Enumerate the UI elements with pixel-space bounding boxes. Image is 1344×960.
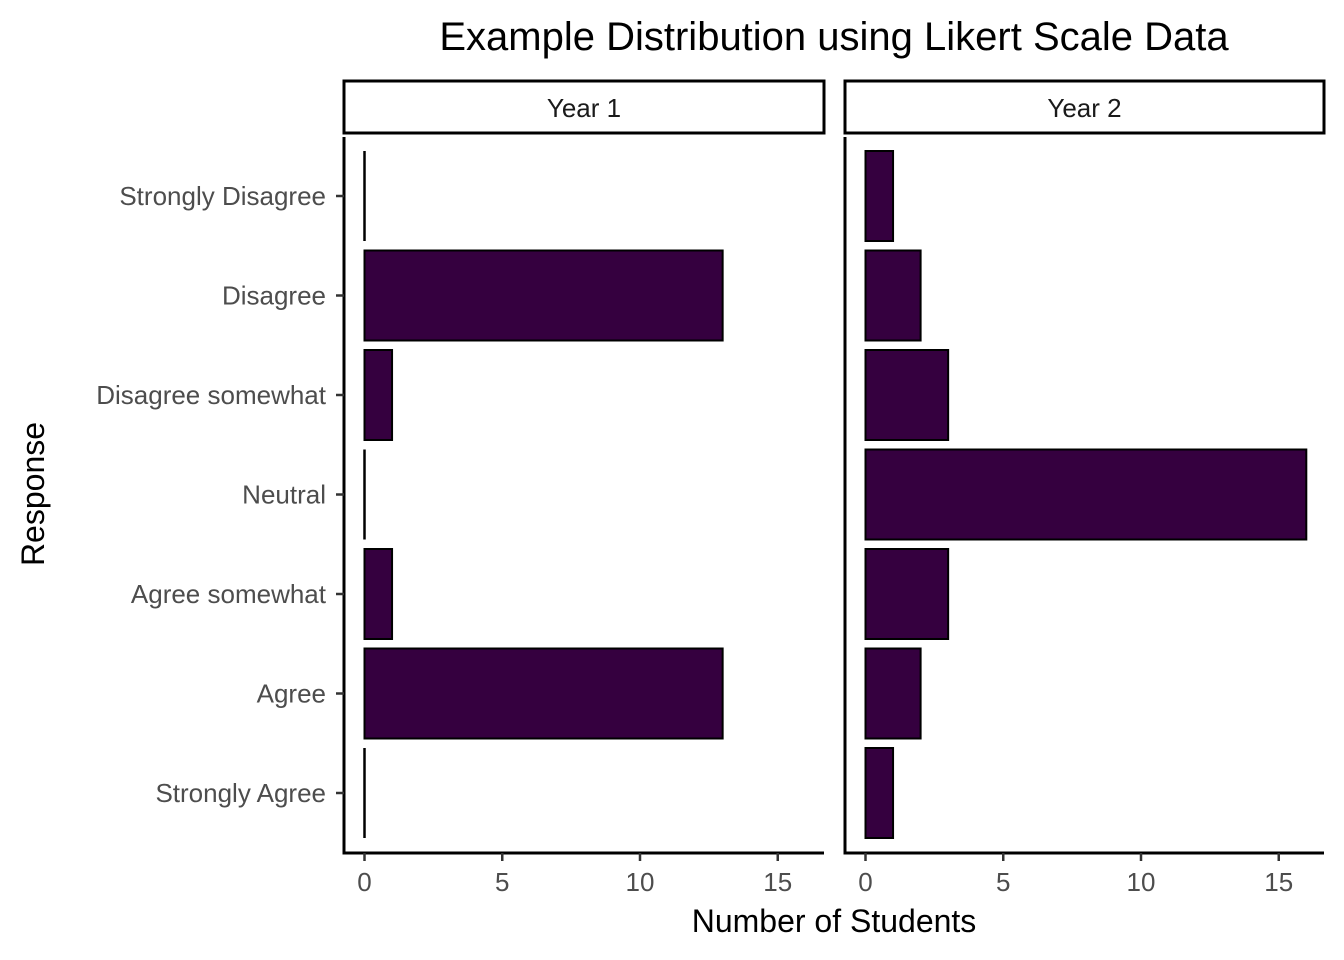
y-tick-label: Strongly Agree [155,778,326,808]
x-tick-label: 0 [357,867,371,897]
y-axis-labels: Strongly Disagree Disagree Disagree somewh… [96,181,327,808]
bar [363,249,724,342]
x-tick-label: 5 [996,867,1010,897]
bar [864,150,895,242]
x-tick-label: 10 [1127,867,1156,897]
facet-year-2: Year 2 0 5 10 15 [843,79,1326,897]
chart-title: Example Distribution using Likert Scale … [439,15,1229,59]
bar [864,747,895,839]
facet-strip-label: Year 2 [1047,93,1121,123]
x-axis-title: Number of Students [692,903,977,939]
x-tick-label: 15 [1264,867,1293,897]
x-tick-label: 0 [858,867,872,897]
bar [864,548,950,640]
y-tick-label: Disagree somewhat [96,380,327,410]
x-tick-label: 5 [495,867,509,897]
bar [864,249,922,342]
y-tick-label: Neutral [242,480,326,510]
bar [864,448,1308,541]
facet-year-1: Year 1 0 5 10 15 [336,79,826,897]
x-tick-label: 10 [626,867,655,897]
facet-strip [342,79,826,135]
y-axis-title: Response [15,422,51,566]
facet-strip-label: Year 1 [547,93,621,123]
bar [363,548,394,640]
y-tick-label: Agree somewhat [131,579,327,609]
y-tick-label: Strongly Disagree [119,181,326,211]
bar [363,647,724,740]
y-tick-label: Disagree [222,281,326,311]
bar [363,349,394,441]
bar [864,349,950,441]
y-tick-label: Agree [257,679,326,709]
x-tick-label: 15 [763,867,792,897]
facet-strip [843,79,1326,135]
bar [864,647,922,740]
